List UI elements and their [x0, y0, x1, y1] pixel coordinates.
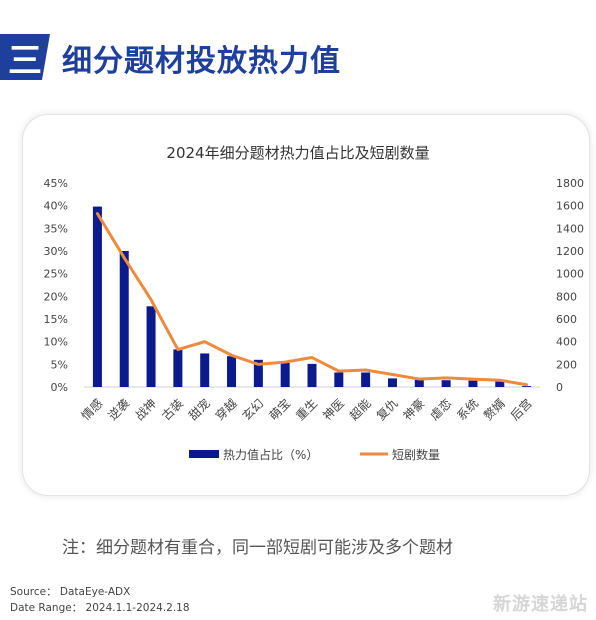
line-series-short-drama-count: [95, 212, 529, 387]
bar-复仇: [387, 378, 397, 387]
category-label-古装: 古装: [158, 396, 186, 424]
page-title: 细分题材投放热力值: [62, 44, 341, 79]
bar-穿越: [227, 356, 237, 387]
bar-逆袭: [119, 251, 129, 387]
chart-title: 2024年细分题材热力值占比及短剧数量: [166, 144, 429, 162]
bar-甜宠: [200, 353, 210, 387]
chart-card: [22, 114, 590, 496]
category-label-战神: 战神: [132, 396, 159, 423]
watermark-text: 新游速递站: [493, 594, 588, 615]
source-line: Source： DataEye-ADX: [10, 586, 131, 598]
category-label-系统: 系统: [454, 396, 481, 423]
right-axis-tick-label: 600: [556, 313, 577, 326]
left-axis-tick-label: 35%: [44, 222, 68, 235]
category-label-重生: 重生: [293, 396, 320, 423]
left-axis-tick-label: 45%: [44, 177, 68, 190]
right-axis-tick-label: 400: [556, 336, 577, 349]
category-label-神医: 神医: [320, 396, 347, 423]
category-label-复仇: 复仇: [374, 396, 401, 423]
left-axis-tick-label: 5%: [51, 358, 68, 371]
left-axis-tick-label: 15%: [44, 313, 68, 326]
legend-label-bar: 热力值占比（%）: [223, 447, 318, 462]
bar-后宫: [522, 386, 532, 387]
bar-神豪: [414, 379, 424, 387]
category-label-后宫: 后宫: [507, 396, 535, 424]
bar-超能: [361, 372, 371, 387]
left-axis-tick-label: 20%: [44, 290, 68, 303]
category-label-甜宠: 甜宠: [185, 396, 213, 424]
bar-系统: [468, 380, 478, 387]
bar-战神: [146, 306, 156, 387]
bar-古装: [173, 349, 183, 387]
right-axis-tick-label: 1000: [556, 268, 584, 281]
right-axis-tick-label: 1600: [556, 200, 584, 213]
legend-label-line: 短剧数量: [392, 447, 440, 462]
bar-情感: [92, 206, 102, 387]
right-axis-tick-label: 200: [556, 358, 577, 371]
bar-重生: [307, 363, 317, 387]
category-label-穿越: 穿越: [212, 396, 240, 424]
category-label-情感: 情感: [78, 396, 106, 424]
right-axis-tick-label: 800: [556, 290, 577, 303]
category-label-逆袭: 逆袭: [105, 396, 133, 424]
section-number-badge: 三: [0, 34, 50, 80]
category-label-虐恋: 虐恋: [427, 396, 455, 424]
category-label-超能: 超能: [346, 396, 374, 424]
right-axis-tick-label: 1800: [556, 177, 584, 190]
left-axis-tick-label: 30%: [44, 245, 68, 258]
right-axis-tick-label: 1200: [556, 245, 584, 258]
bar-赘婿: [495, 381, 505, 387]
bar-虐恋: [441, 380, 451, 387]
category-label-神豪: 神豪: [400, 396, 428, 424]
chart-note: 注：细分题材有重合，同一部短剧可能涉及多个题材: [62, 538, 453, 558]
left-axis-tick-label: 25%: [44, 268, 68, 281]
section-header: 三 细分题材投放热力值: [0, 28, 596, 88]
left-axis-tick-label: 10%: [44, 336, 68, 349]
category-label-玄幻: 玄幻: [239, 396, 267, 424]
bar-萌宝: [280, 362, 290, 387]
right-axis-tick-label: 0: [556, 381, 563, 394]
left-axis-tick-label: 0%: [51, 381, 68, 394]
right-axis-tick-label: 1400: [556, 222, 584, 235]
category-label-萌宝: 萌宝: [266, 396, 293, 423]
bar-神医: [334, 372, 344, 387]
bar-玄幻: [253, 359, 263, 387]
combo-chart: 2024年细分题材热力值占比及短剧数量 0% 5% 10% 15% 20% 25% 30% 35…: [44, 144, 584, 462]
left-axis-tick-label: 40%: [44, 200, 68, 213]
date-range-line: Date Range： 2024.1.1-2024.2.18: [10, 602, 190, 614]
category-label-赘婿: 赘婿: [480, 396, 508, 424]
legend-swatch-bar: [189, 450, 219, 458]
